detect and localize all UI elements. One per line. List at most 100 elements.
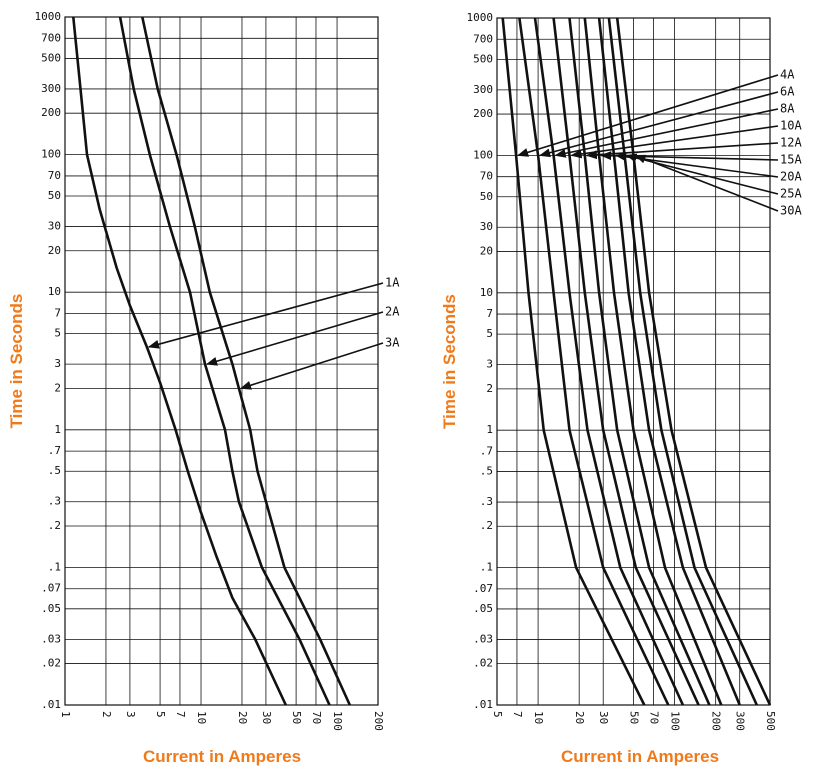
arrow bbox=[634, 154, 779, 212]
y-tick-label: 3 bbox=[486, 358, 493, 371]
y-tick-label: .07 bbox=[41, 582, 61, 595]
y-tick-label: .05 bbox=[473, 602, 493, 615]
y-axis-label: Time in Seconds bbox=[7, 294, 26, 429]
x-tick-label: 200 bbox=[372, 711, 385, 731]
y-tick-label: 500 bbox=[41, 51, 61, 64]
curve-label: 25A bbox=[780, 187, 802, 201]
y-tick-label: .2 bbox=[480, 519, 493, 532]
y-tick-label: .01 bbox=[41, 698, 61, 711]
y-tick-label: 30 bbox=[480, 220, 493, 233]
curve bbox=[72, 16, 287, 706]
y-tick-label: 50 bbox=[480, 190, 493, 203]
y-tick-label: .1 bbox=[480, 561, 493, 574]
arrow bbox=[205, 311, 384, 366]
y-tick-label: 1 bbox=[486, 423, 493, 436]
x-tick-label: 50 bbox=[628, 711, 641, 724]
curve-label: 1A bbox=[385, 276, 400, 290]
y-tick-label: .02 bbox=[473, 657, 493, 670]
y-tick-label: 200 bbox=[41, 106, 61, 119]
curve-label: 3A bbox=[385, 336, 400, 350]
y-tick-label: .01 bbox=[473, 698, 493, 711]
y-tick-label: 50 bbox=[48, 189, 61, 202]
x-tick-label: 30 bbox=[260, 711, 273, 724]
curve bbox=[533, 17, 685, 706]
curve-label: 30A bbox=[780, 204, 802, 218]
y-tick-label: 1000 bbox=[35, 10, 62, 23]
y-tick-label: 700 bbox=[41, 31, 61, 44]
curve-label: 8A bbox=[780, 102, 795, 116]
y-tick-label: .05 bbox=[41, 602, 61, 615]
curve bbox=[552, 17, 700, 706]
y-tick-label: 1 bbox=[54, 423, 61, 436]
y-tick-label: .5 bbox=[480, 465, 493, 478]
x-tick-label: 70 bbox=[647, 711, 660, 724]
x-tick-label: 30 bbox=[597, 711, 610, 724]
curve-label: 6A bbox=[780, 85, 795, 99]
curve bbox=[501, 17, 646, 706]
y-tick-label: 300 bbox=[473, 83, 493, 96]
arrow bbox=[570, 125, 779, 159]
arrow bbox=[147, 282, 384, 349]
x-tick-label: 2 bbox=[100, 711, 113, 718]
y-tick-label: .3 bbox=[48, 495, 61, 508]
y-tick-label: 3 bbox=[54, 357, 61, 370]
arrow bbox=[539, 91, 779, 158]
x-tick-label: 500 bbox=[764, 711, 777, 731]
curve bbox=[568, 17, 711, 706]
x-tick-label: 1 bbox=[59, 711, 72, 718]
y-tick-label: .3 bbox=[480, 495, 493, 508]
y-tick-label: 5 bbox=[486, 327, 493, 340]
curve bbox=[597, 17, 741, 706]
curve bbox=[141, 16, 351, 706]
x-tick-label: 300 bbox=[734, 711, 747, 731]
arrow bbox=[554, 108, 779, 158]
y-tick-label: 5 bbox=[54, 327, 61, 340]
y-tick-label: 20 bbox=[48, 244, 61, 257]
x-tick-label: 7 bbox=[511, 711, 524, 718]
y-tick-label: 200 bbox=[473, 107, 493, 120]
y-tick-label: 7 bbox=[486, 307, 493, 320]
y-tick-label: 7 bbox=[54, 307, 61, 320]
curve-label: 20A bbox=[780, 170, 802, 184]
x-tick-label: 3 bbox=[124, 711, 137, 718]
y-tick-label: 2 bbox=[486, 382, 493, 395]
x-tick-label: 5 bbox=[154, 711, 167, 718]
curve bbox=[583, 17, 723, 706]
y-tick-label: 500 bbox=[473, 52, 493, 65]
arrow bbox=[239, 342, 384, 390]
y-tick-label: .5 bbox=[48, 464, 61, 477]
x-tick-label: 10 bbox=[195, 711, 208, 724]
y-tick-label: .03 bbox=[41, 632, 61, 645]
x-tick-label: 7 bbox=[174, 711, 187, 718]
x-axis-label: Current in Amperes bbox=[561, 747, 719, 766]
y-tick-label: .03 bbox=[473, 632, 493, 645]
arrow bbox=[517, 74, 779, 157]
plot-frame bbox=[64, 16, 379, 706]
x-tick-label: 70 bbox=[310, 711, 323, 724]
y-tick-label: 300 bbox=[41, 82, 61, 95]
curve-label: 4A bbox=[780, 68, 795, 82]
x-tick-label: 5 bbox=[491, 711, 504, 718]
curve-label: 10A bbox=[780, 119, 802, 133]
y-tick-label: 100 bbox=[473, 148, 493, 161]
y-tick-label: .7 bbox=[48, 444, 61, 457]
y-tick-label: 2 bbox=[54, 381, 61, 394]
curve bbox=[615, 17, 772, 706]
y-tick-label: 30 bbox=[48, 220, 61, 233]
y-tick-label: .2 bbox=[48, 519, 61, 532]
y-tick-label: 700 bbox=[473, 32, 493, 45]
curve-label: 2A bbox=[385, 305, 400, 319]
y-tick-label: 1000 bbox=[467, 11, 494, 24]
x-tick-label: 100 bbox=[331, 711, 344, 731]
x-tick-label: 200 bbox=[710, 711, 723, 731]
y-axis-label: Time in Seconds bbox=[440, 294, 459, 429]
y-tick-label: 10 bbox=[480, 286, 493, 299]
curve bbox=[118, 16, 331, 706]
y-tick-label: 70 bbox=[480, 170, 493, 183]
curve bbox=[607, 17, 758, 706]
y-tick-label: 70 bbox=[48, 169, 61, 182]
y-tick-label: 100 bbox=[41, 148, 61, 161]
y-tick-label: .07 bbox=[473, 582, 493, 595]
x-tick-label: 100 bbox=[669, 711, 682, 731]
